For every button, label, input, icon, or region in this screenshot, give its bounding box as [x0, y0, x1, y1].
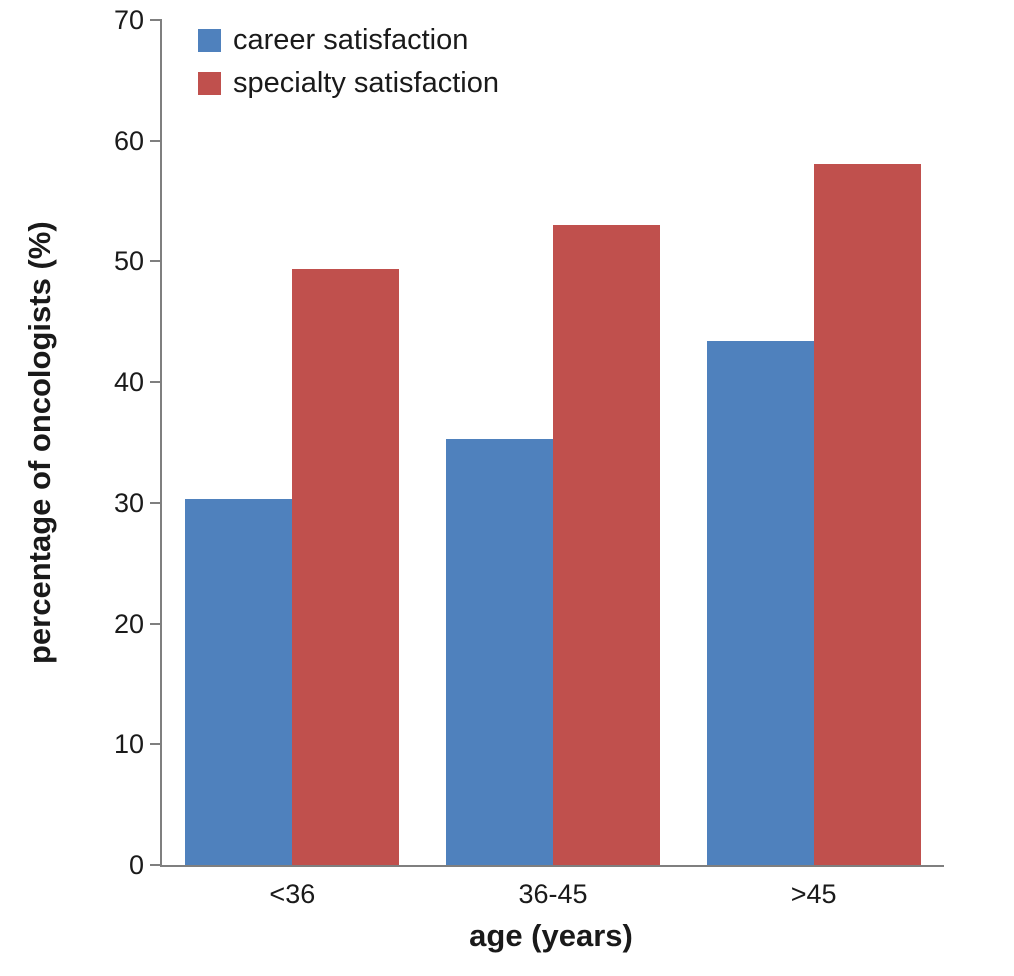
y-axis-tick-label: 10 — [113, 729, 144, 760]
y-axis-tick-label: 70 — [113, 5, 144, 35]
bar-specialty-36-45 — [553, 225, 660, 865]
y-axis-tick — [150, 501, 162, 504]
y-axis-tick-label: 20 — [113, 608, 144, 639]
legend-label-specialty: specialty satisfaction — [233, 67, 499, 99]
y-axis-tick — [150, 139, 162, 142]
y-axis-tick — [150, 381, 162, 384]
legend-label-career: career satisfaction — [233, 24, 469, 56]
y-axis-tick-label: 50 — [113, 246, 144, 277]
y-axis-tick — [150, 864, 162, 866]
y-axis-tick-label: 60 — [113, 125, 144, 156]
bar-career-36-45 — [446, 438, 553, 865]
bar-specialty-<36 — [292, 268, 400, 865]
bar-career-<36 — [185, 499, 293, 865]
legend-item-specialty: specialty satisfaction — [198, 69, 499, 98]
x-axis-tick-label: >45 — [790, 879, 837, 909]
y-axis-tick — [150, 743, 162, 746]
y-axis-tick-label: 30 — [113, 487, 144, 518]
y-axis-tick — [150, 260, 162, 263]
plot-area: career satisfaction specialty satisfacti… — [114, 5, 944, 909]
x-axis-title: age (years) — [469, 918, 633, 953]
legend-item-career: career satisfaction — [198, 26, 499, 55]
legend-swatch-career-icon — [198, 29, 221, 52]
bar-career->45 — [706, 341, 814, 865]
legend-swatch-specialty-icon — [198, 72, 221, 95]
bar-specialty->45 — [813, 163, 921, 865]
legend: career satisfaction specialty satisfacti… — [198, 26, 499, 98]
x-axis-tick-label: <36 — [269, 879, 316, 909]
x-axis-tick-label: 36-45 — [518, 879, 588, 909]
y-axis-tick-label: 40 — [113, 367, 144, 398]
y-axis-tick — [150, 622, 162, 625]
y-axis-tick — [150, 19, 162, 21]
y-axis-title: percentage of oncologists (%) — [22, 221, 57, 664]
y-axis-tick-label: 0 — [128, 850, 144, 880]
